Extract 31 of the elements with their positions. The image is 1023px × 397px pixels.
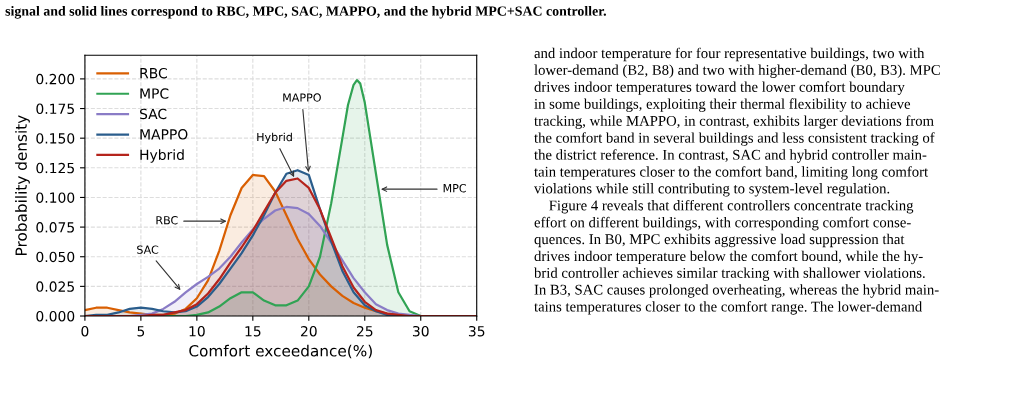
annotation: MPC (443, 183, 467, 193)
y-tick-label: 0.050 (36, 251, 75, 263)
legend-label: Hybrid (140, 149, 184, 163)
x-tick-label: 0 (81, 325, 89, 337)
x-tick-label: 5 (137, 326, 145, 337)
x-tick-label: 10 (189, 325, 205, 337)
annotation: RBC (156, 215, 178, 225)
annotation: SAC (137, 245, 159, 254)
y-tick-label: 0.075 (36, 222, 74, 233)
y-tick-label: 0.100 (36, 192, 75, 203)
y-tick-label: 0.175 (36, 103, 74, 115)
x-axis-title: Comfort exceedance(%) (189, 344, 372, 359)
y-tick-label: 0.000 (36, 310, 75, 322)
chart-title: signal and solid lines correspond to RBC, MPC, SAC, MAPPO, and the hybrid MPC+SAC controller. (5, 5, 606, 19)
y-tick-label: 0.125 (36, 162, 74, 174)
y-tick-label: 0.200 (36, 73, 75, 85)
annotation: MAPPO (283, 93, 321, 102)
y-tick-label: 0.025 (36, 281, 74, 292)
legend-label: MPC (140, 88, 169, 99)
legend-label: RBC (140, 67, 167, 79)
x-tick-label: 35 (468, 325, 485, 337)
x-tick-label: 25 (356, 325, 373, 337)
x-tick-label: 30 (412, 325, 429, 337)
legend-label: MAPPO (140, 129, 188, 140)
x-tick-label: 15 (245, 326, 261, 337)
legend-label: SAC (139, 108, 167, 120)
y-tick-label: 0.150 (36, 133, 75, 144)
annotation: Hybrid (257, 132, 292, 144)
text: and indoor temperature for four representative buildings, two with lower-demand (B2, B8) and two with higher-demand (B0, B3). MPC drives indoor temperatures toward the lower comfort boundary in some buildings, exploiting their thermal flexibility to achieve tracking, while MAPPO, in contrast, exhibits larger deviations from the comfort band in several buildings and less consistent tracking of the district reference. In contrast, SAC and hybrid controller main- tain temperatures closer to the comfort band, limiting long comfort violations while still contributing to system-level regulation. Figure 4 reveals that different controllers concentrate tracking effort on different buildings, with corresponding comfort conse- quences. In B0, MPC exhibits aggressive load suppression that drives indoor temperature below the comfort bound, while the hy- brid controller achieves similar tracking with shallower violations. In B3, SAC causes prolonged overheating, whereas the hybrid main- tains temperatures closer to the comfort range. The lower-demand (534, 47, 940, 315)
y-axis-title: Probability density (15, 115, 30, 255)
x-tick-label: 20 (300, 325, 317, 337)
